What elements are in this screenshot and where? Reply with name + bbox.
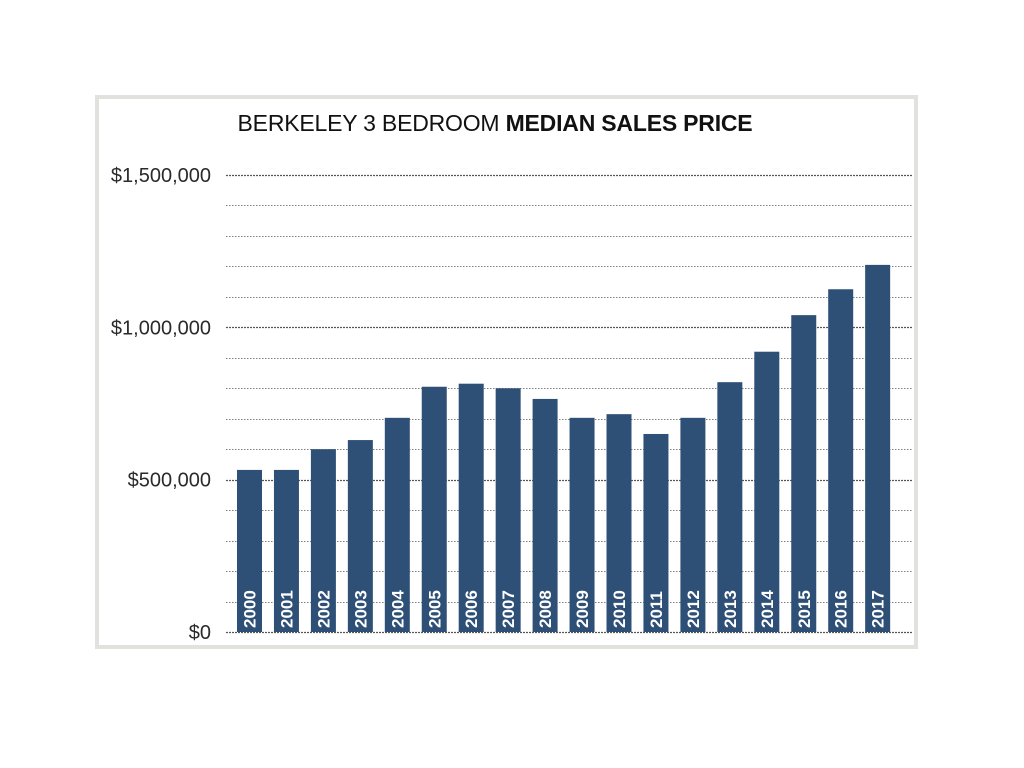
bar [791, 315, 817, 632]
x-tick-label: 2016 [832, 590, 851, 628]
bar [237, 469, 262, 632]
x-tick-label: 2005 [425, 590, 444, 628]
bar [865, 264, 891, 632]
bar [421, 386, 447, 632]
x-tick-label: 2014 [758, 590, 777, 628]
bars [237, 264, 891, 632]
bar [495, 388, 521, 632]
x-tick-label: 2001 [277, 590, 296, 628]
bar [828, 289, 854, 632]
bar [458, 383, 484, 632]
x-tick-label: 2017 [869, 590, 888, 628]
y-tick-label: $500,000 [128, 470, 211, 492]
x-axis-labels: 2000 2001 2002 2003 2004 2005 2006 2007 2008 2009… [241, 590, 888, 628]
bar [347, 440, 373, 632]
y-tick-label: $1,000,000 [111, 317, 211, 339]
x-tick-label: 2015 [795, 590, 814, 628]
bar [606, 414, 632, 632]
x-tick-label: 2012 [684, 590, 703, 628]
bar [569, 417, 595, 632]
y-tick-label: $0 [189, 622, 211, 644]
x-tick-label: 2007 [499, 590, 518, 628]
x-tick-label: 2013 [721, 590, 740, 628]
bar [754, 351, 780, 632]
bar [643, 433, 669, 632]
x-tick-label: 2006 [462, 590, 481, 628]
y-axis-ticks: $0 $500,000 $1,000,000 $1,500,000 [111, 165, 211, 644]
x-tick-label: 2009 [573, 590, 592, 628]
x-tick-label: 2008 [536, 590, 555, 628]
bar [717, 382, 743, 632]
x-tick-label: 2010 [610, 590, 629, 628]
chart-title-bold: MEDIAN SALES PRICE [505, 110, 753, 136]
chart-title: BERKELEY 3 BEDROOM MEDIAN SALES PRICE [0, 110, 990, 137]
x-tick-label: 2000 [241, 590, 260, 628]
bar [384, 417, 410, 632]
bar [310, 449, 336, 632]
x-tick-label: 2003 [351, 590, 370, 628]
x-tick-label: 2011 [647, 591, 666, 628]
chart-title-light: BERKELEY 3 BEDROOM [237, 110, 500, 136]
x-tick-label: 2004 [388, 590, 407, 628]
bar [680, 417, 706, 632]
gridlines [226, 174, 912, 634]
x-tick-label: 2002 [314, 590, 333, 628]
bar [273, 469, 299, 632]
y-tick-label: $1,500,000 [111, 165, 211, 187]
bar [532, 398, 558, 632]
